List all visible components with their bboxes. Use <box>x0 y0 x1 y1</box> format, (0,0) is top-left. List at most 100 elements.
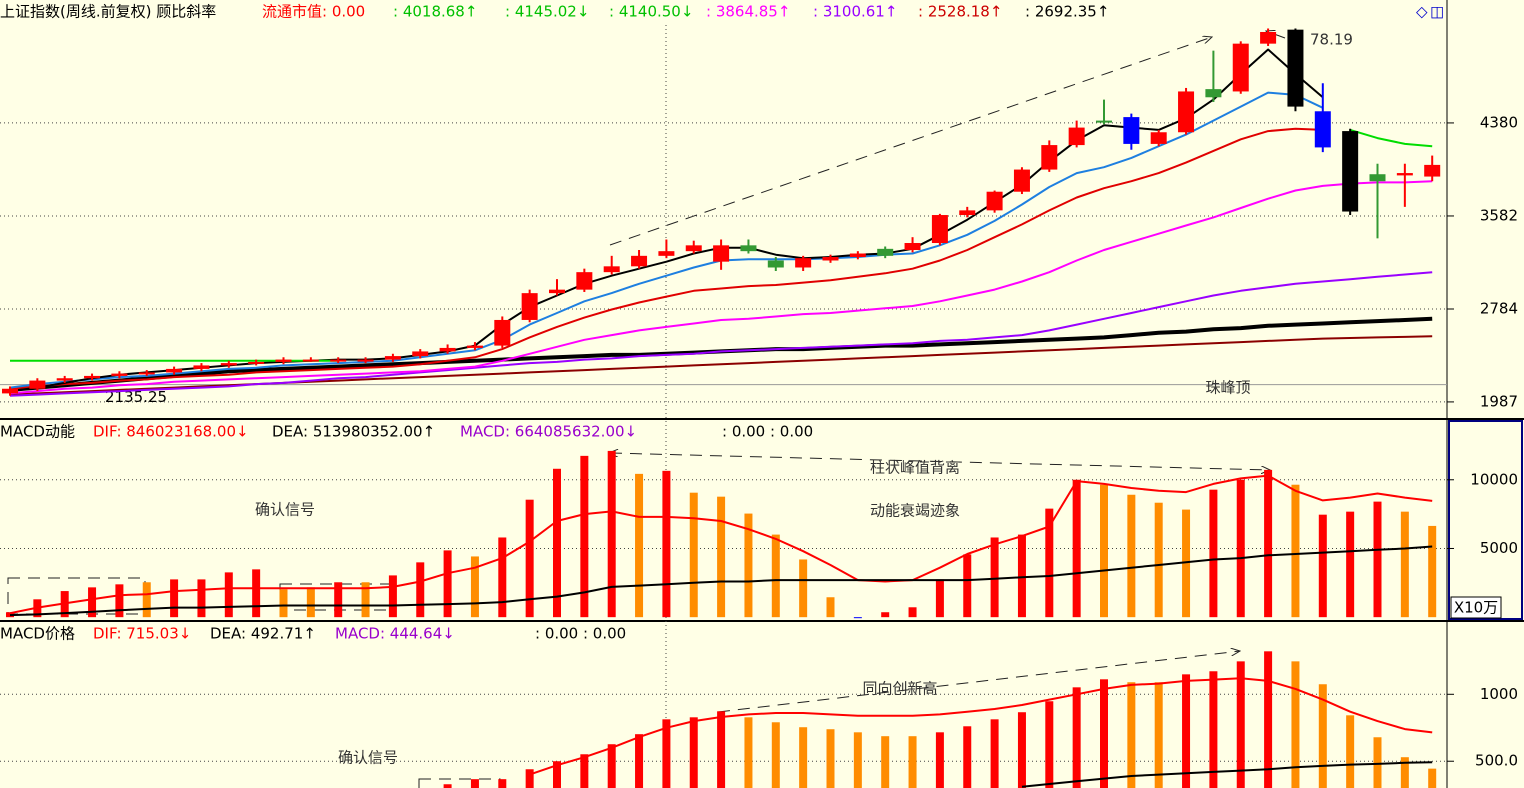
macd-bar <box>306 587 315 618</box>
candle-body <box>795 258 812 268</box>
macd-bar <box>607 450 616 618</box>
candle-body <box>1396 173 1413 176</box>
indicator-line <box>9 271 1433 397</box>
macd-bar <box>963 726 972 788</box>
macd-bar <box>826 729 835 788</box>
macd-bar <box>908 607 917 618</box>
macd-bar <box>963 554 972 618</box>
macd-bar <box>881 736 890 788</box>
candle-body <box>193 365 210 369</box>
macd-bar <box>1373 501 1382 618</box>
macd-bar <box>635 473 644 618</box>
y-tick-label: 500.0 <box>1475 752 1518 770</box>
header-value: : 3100.61↑ <box>813 3 897 21</box>
active-panel-frame <box>1448 420 1523 620</box>
panel-icon[interactable]: ◇ <box>1416 3 1428 21</box>
macd-bar <box>935 579 944 618</box>
y-tick-label: 3582 <box>1480 206 1518 224</box>
indicator-line <box>9 180 1433 395</box>
macd-bar <box>170 579 179 618</box>
header-value: : 4140.50↓ <box>609 3 693 21</box>
candle-body <box>1424 164 1441 177</box>
candle-body <box>1178 91 1195 133</box>
indicator-line <box>1021 761 1433 788</box>
macd-bar <box>1236 661 1245 788</box>
header-value: : 0.00 : 0.00 <box>722 423 813 441</box>
panel-icon[interactable]: ◫ <box>1430 3 1444 21</box>
macd-bar <box>826 597 835 618</box>
macd-bar <box>197 579 206 618</box>
macd-bar <box>1154 502 1163 618</box>
y-tick-label: 1987 <box>1480 392 1518 410</box>
macd-bar <box>1209 671 1218 788</box>
macd-bar <box>717 496 726 618</box>
macd-bar <box>1045 701 1054 788</box>
candle-body <box>2 388 18 394</box>
signal-box <box>7 577 146 615</box>
macd-bar <box>990 537 999 618</box>
macd-bar <box>1291 661 1300 788</box>
unit-box <box>1450 596 1502 619</box>
candle-body <box>330 359 347 362</box>
y-tick-label: 1000 <box>1480 685 1518 703</box>
macd-bar <box>388 575 397 618</box>
candle-body <box>576 272 593 290</box>
candle-body <box>29 380 46 389</box>
header-value: : 4018.68↑ <box>393 3 477 21</box>
y-tick-label: 5000 <box>1480 539 1518 557</box>
macd-bar <box>744 513 753 618</box>
header-value: : 0.00 : 0.00 <box>535 625 626 643</box>
macd-bar <box>361 582 370 618</box>
macd-bar <box>142 582 151 618</box>
macd-bar <box>115 584 124 618</box>
macd-bar <box>1428 768 1437 788</box>
candle-body <box>302 359 319 362</box>
candle-body <box>713 245 730 262</box>
trend-arrow <box>609 37 1212 246</box>
candle-body <box>384 356 401 360</box>
macd-bar <box>470 779 479 788</box>
macd-bar <box>1154 682 1163 788</box>
candle-body <box>1041 145 1058 170</box>
candle-body <box>84 375 101 379</box>
macd-bar <box>580 754 589 788</box>
header-value: DEA: 492.71↑ <box>210 625 316 643</box>
candle-body <box>166 368 183 373</box>
macd-bar <box>744 717 753 788</box>
candle-body <box>275 359 292 362</box>
candle-body <box>1205 89 1222 98</box>
macd-bar <box>1017 534 1026 618</box>
candle-body <box>986 191 1003 211</box>
macd-bar <box>1346 511 1355 618</box>
candle-body <box>1123 117 1140 144</box>
macd-bar <box>771 722 780 788</box>
macd-bar <box>935 732 944 788</box>
candle-body <box>1150 132 1167 144</box>
macd-bar <box>224 572 233 618</box>
macd-bar <box>525 499 534 618</box>
candle-body <box>412 351 429 357</box>
macd-bar <box>1100 679 1108 788</box>
candle-body <box>1096 120 1112 123</box>
y-tick-label: 4380 <box>1480 113 1518 131</box>
indicator-line <box>9 545 1433 617</box>
annotation: 同向创新高 <box>862 680 937 698</box>
unit-label: X10万 <box>1454 599 1498 617</box>
panel-title: MACD动能 <box>0 423 75 441</box>
macd-bar <box>1045 508 1054 618</box>
candle-body <box>849 253 866 257</box>
candle-body <box>1287 29 1304 107</box>
macd-bar <box>662 719 671 788</box>
candle-body <box>439 347 456 352</box>
macd-bar <box>908 736 917 788</box>
candle-body <box>904 243 921 251</box>
macd-bar <box>443 784 452 788</box>
annotation: 珠峰顶 <box>1205 379 1250 397</box>
indicator-line <box>529 677 1433 776</box>
candle-body <box>931 215 948 244</box>
macd-bar <box>1017 712 1026 788</box>
header-value: DIF: 846023168.00↓ <box>93 423 249 441</box>
macd-bar <box>553 468 561 618</box>
panel-title: 上证指数(周线.前复权) 顾比斜率 <box>0 3 216 21</box>
header-value: MACD: 664085632.00↓ <box>460 423 637 441</box>
